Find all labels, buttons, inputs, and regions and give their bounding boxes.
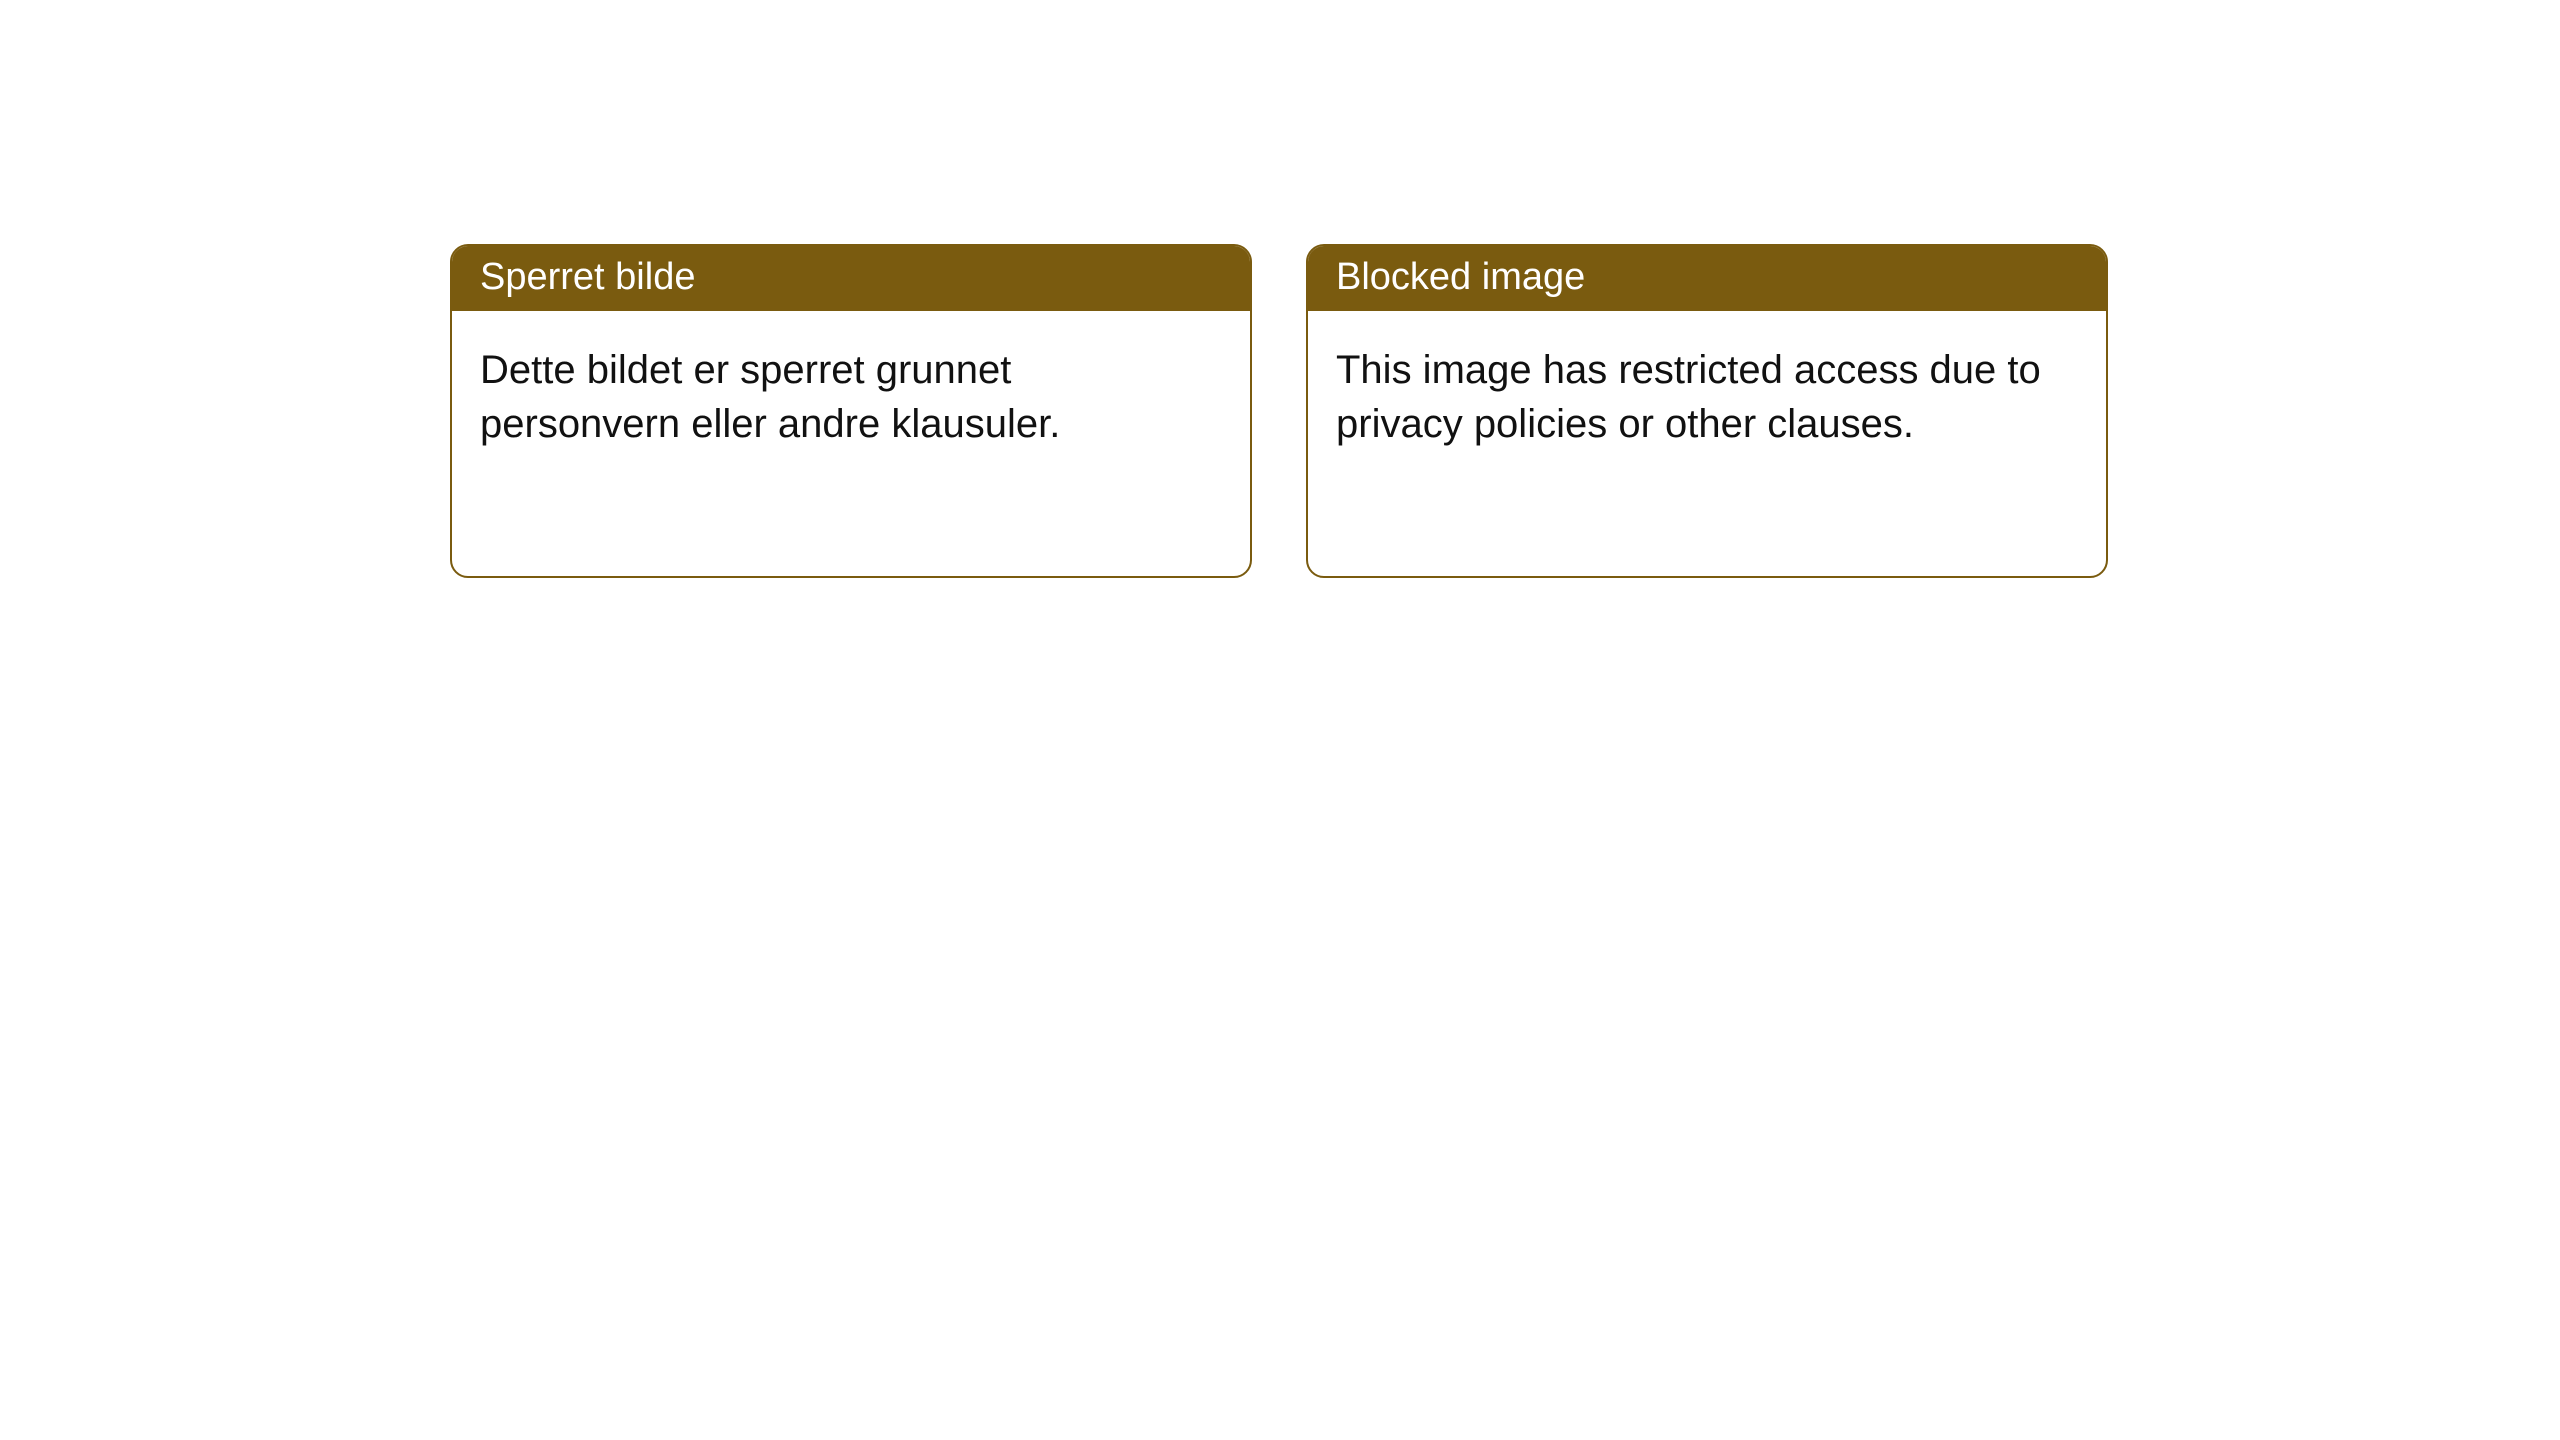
card-body-text: Dette bildet er sperret grunnet personve… (480, 348, 1060, 446)
card-header-text: Sperret bilde (480, 256, 695, 298)
card-body-no: Dette bildet er sperret grunnet personve… (452, 311, 1250, 576)
card-header-en: Blocked image (1308, 246, 2106, 311)
cards-container: Sperret bilde Dette bildet er sperret gr… (450, 244, 2108, 578)
blocked-image-card-en: Blocked image This image has restricted … (1306, 244, 2108, 578)
card-body-text: This image has restricted access due to … (1336, 348, 2041, 446)
card-header-text: Blocked image (1336, 256, 1585, 298)
card-header-no: Sperret bilde (452, 246, 1250, 311)
blocked-image-card-no: Sperret bilde Dette bildet er sperret gr… (450, 244, 1252, 578)
card-body-en: This image has restricted access due to … (1308, 311, 2106, 576)
